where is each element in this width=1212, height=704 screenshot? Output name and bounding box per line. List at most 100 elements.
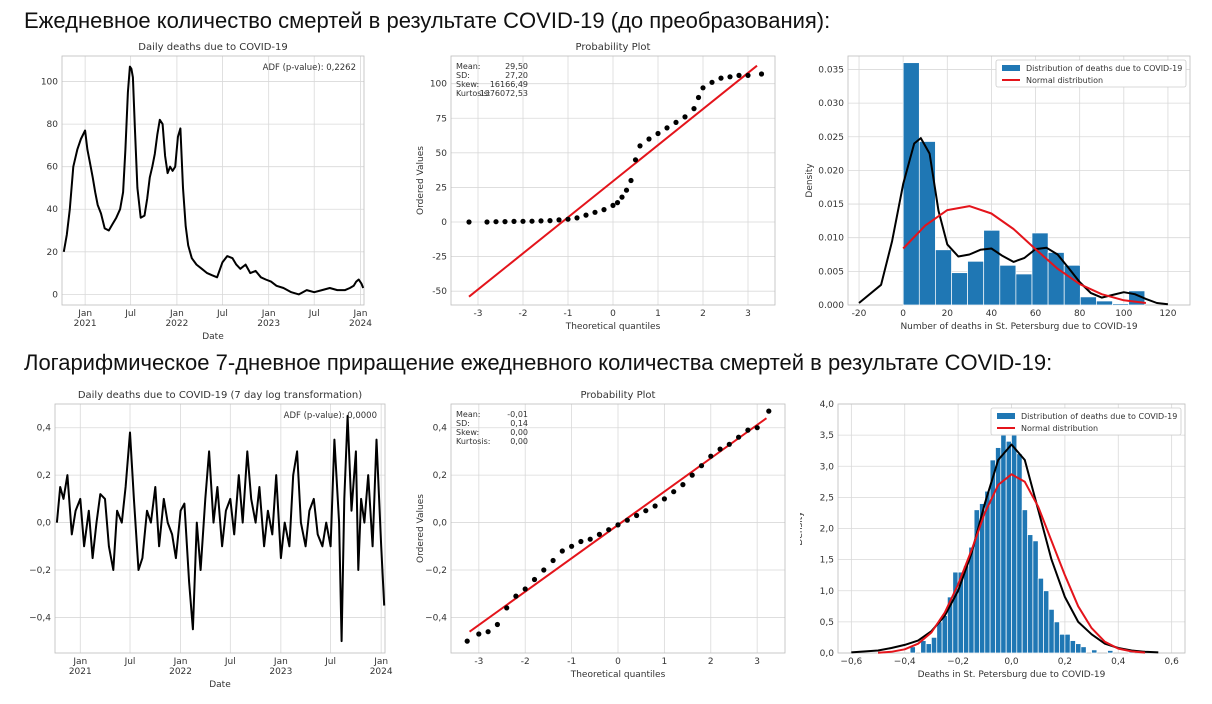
- x-tick-label: 0,0: [1004, 657, 1019, 667]
- x-tick-label: −0,2: [947, 657, 969, 667]
- x-axis-label: Number of deaths in St. Petersburg due t…: [900, 322, 1137, 332]
- data-point: [565, 216, 571, 222]
- data-point: [476, 631, 482, 637]
- histogram-bar: [1059, 633, 1066, 654]
- legend-label-bars: Distribution of deaths due to COVID-19: [1026, 64, 1182, 73]
- histogram-bar: [1079, 296, 1097, 306]
- x-tick-label: -2: [521, 657, 530, 667]
- histogram-bar: [983, 229, 1001, 306]
- data-point: [717, 446, 723, 452]
- y-axis-label: Density: [805, 163, 815, 198]
- stats-label: Skew:: [456, 428, 479, 437]
- plot-area-frame: [847, 55, 1191, 306]
- y-tick-label: 0,5: [820, 618, 834, 628]
- x-axis-label: Date: [209, 680, 231, 690]
- plot-area-frame: [54, 403, 386, 654]
- histogram-bar: [1080, 646, 1087, 654]
- x-tick-label: 120: [1159, 309, 1176, 319]
- histogram-bar: [989, 459, 996, 654]
- legend-box: [995, 59, 1187, 88]
- stats-value: 27,20: [505, 71, 528, 80]
- y-tick-label: 80: [47, 120, 59, 130]
- legend-label-normal: Normal distribution: [1021, 424, 1098, 433]
- data-point: [709, 79, 715, 85]
- histogram-bar: [1064, 633, 1071, 654]
- stats-value: 16166,49: [490, 80, 528, 89]
- histogram-bar: [1069, 640, 1076, 654]
- data-point: [614, 200, 621, 206]
- data-point: [758, 71, 765, 77]
- legend-swatch-bars: [997, 413, 1015, 419]
- adf-annotation: ADF (p-value): 0,0000: [284, 411, 377, 421]
- histogram-bar: [931, 637, 938, 654]
- y-axis-label: Ordered Values: [416, 146, 426, 215]
- x-axis-label: Deaths in St. Petersburg due to COVID-19: [918, 670, 1106, 680]
- probability-plot-raw-chart: -50 -25 0 25 50 75 100 -3 -2 -1 0 1 2 3 Probability Pl…: [416, 42, 776, 332]
- stats-value: 0,14: [510, 419, 528, 428]
- section-heading-log: Логарифмическое 7-дневное приращение еже…: [24, 350, 1053, 375]
- y-tick-label: 3,5: [820, 431, 834, 441]
- histogram-bar: [935, 249, 952, 306]
- y-tick-label: 0.015: [818, 200, 844, 210]
- data-point: [634, 512, 640, 519]
- data-point: [689, 472, 695, 478]
- chart-title: Probability Plot: [576, 42, 651, 53]
- data-point: [592, 209, 598, 215]
- x-tick-year-label: 2022: [165, 319, 188, 329]
- y-tick-label: 0.020: [818, 166, 844, 176]
- x-tick-label: 0,4: [1111, 657, 1126, 667]
- stats-label: Mean:: [456, 410, 481, 419]
- x-tick-label: Jan: [173, 657, 188, 667]
- histogram-log-chart: 0,0 0,5 1,0 1,5 2,0 2,5 3,0 3,5 4,0 −0,6 −0,4 −0,2 0…: [800, 400, 1186, 680]
- data-point: [596, 531, 602, 537]
- y-tick-label: 100: [430, 80, 447, 90]
- normal-distribution-curve: [902, 205, 1147, 304]
- histogram-bar: [1053, 621, 1060, 654]
- stats-label: Kurtosis:: [456, 89, 491, 98]
- data-point: [615, 522, 621, 528]
- y-tick-label: 0.010: [818, 234, 844, 244]
- y-tick-label: 2,5: [820, 493, 834, 503]
- y-tick-label: 0.035: [818, 65, 844, 75]
- y-tick-label: 0.000: [818, 301, 844, 311]
- histogram-bar: [1027, 534, 1034, 654]
- histogram-bar: [1037, 577, 1044, 654]
- histogram-bar: [1075, 643, 1082, 654]
- data-point: [754, 425, 760, 431]
- histogram-bar: [1021, 509, 1028, 654]
- data-point: [559, 548, 565, 554]
- data-point: [587, 536, 593, 542]
- legend-label-normal: Normal distribution: [1026, 76, 1103, 85]
- x-tick-label: Jul: [324, 657, 336, 667]
- stats-value: 0,00: [510, 437, 528, 446]
- data-point: [494, 621, 500, 628]
- y-tick-label: 0,2: [433, 471, 447, 481]
- x-tick-label: 1: [662, 657, 668, 667]
- x-axis-label: Date: [202, 332, 224, 340]
- data-point: [691, 106, 697, 112]
- x-tick-label: Jan: [261, 309, 276, 319]
- data-point: [623, 187, 630, 193]
- x-tick-year-label: 2024: [349, 319, 372, 329]
- histogram-bar: [1015, 273, 1033, 306]
- y-tick-label: −0,2: [425, 566, 447, 576]
- histogram-bar: [902, 62, 920, 306]
- x-tick-label: 0: [900, 309, 906, 319]
- histogram-bar: [1107, 650, 1114, 654]
- data-point: [547, 218, 553, 224]
- data-point: [718, 75, 724, 81]
- x-tick-label: Jan: [72, 657, 87, 667]
- plot-area-frame: [450, 55, 776, 306]
- data-point: [529, 218, 535, 224]
- data-point: [745, 427, 751, 433]
- data-point: [522, 586, 528, 592]
- stats-value: 29,50: [505, 62, 528, 71]
- x-tick-label: 40: [986, 309, 998, 319]
- plot-area-frame: [61, 55, 365, 306]
- series-line: [55, 414, 386, 643]
- y-axis-label: Ordered Values: [416, 494, 426, 563]
- data-point: [504, 605, 510, 611]
- data-point: [485, 629, 491, 635]
- histogram-bar: [941, 615, 948, 654]
